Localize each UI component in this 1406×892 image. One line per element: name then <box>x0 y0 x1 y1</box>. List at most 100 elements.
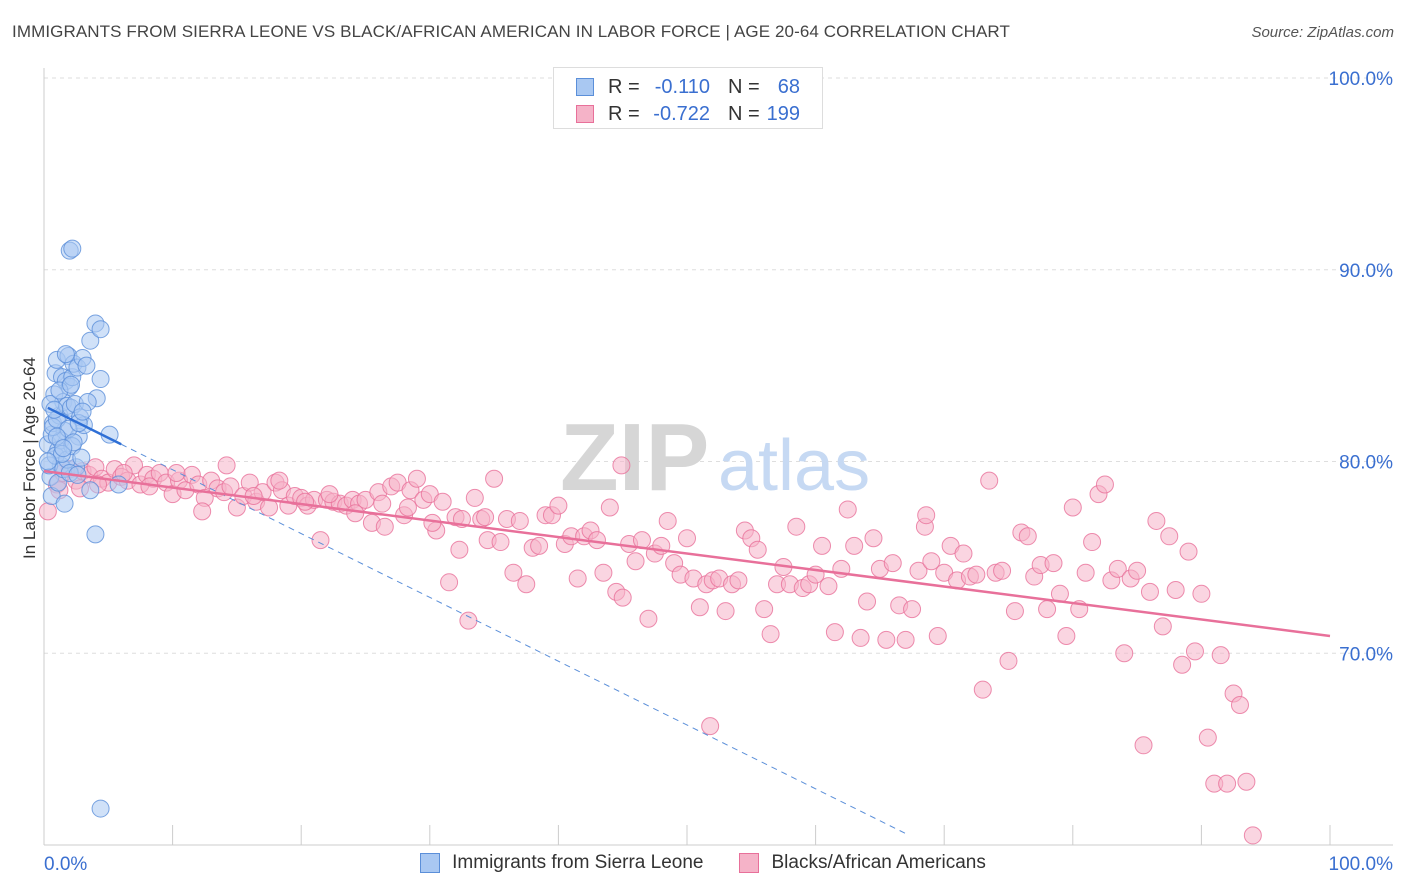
legend-n-value: 199 <box>766 102 800 125</box>
legend-label: Blacks/African Americans <box>771 852 986 873</box>
data-point-black-african-american <box>1108 559 1127 578</box>
y-tick-label: 80.0% <box>1339 453 1393 474</box>
data-point-black-african-american <box>568 569 587 588</box>
data-point-sierra-leone <box>63 239 82 258</box>
data-point-black-african-american <box>1115 644 1134 663</box>
data-point-black-african-american <box>1211 646 1230 665</box>
data-point-black-african-american <box>967 565 986 584</box>
data-point-black-african-american <box>1095 475 1114 494</box>
data-point-black-african-american <box>922 552 941 571</box>
data-point-black-african-american <box>825 623 844 642</box>
data-point-black-african-american <box>530 536 549 555</box>
data-point-black-african-american <box>909 561 928 580</box>
data-point-black-african-american <box>626 552 645 571</box>
data-point-black-african-american <box>1057 626 1076 645</box>
data-point-black-african-american <box>450 540 469 559</box>
data-point-black-african-american <box>193 502 212 521</box>
data-point-sierra-leone <box>81 331 100 350</box>
data-point-black-african-american <box>1076 563 1095 582</box>
data-point-black-african-american <box>1166 580 1185 599</box>
data-point-black-african-american <box>877 630 896 649</box>
data-point-black-african-american <box>917 506 936 525</box>
data-point-sierra-leone <box>54 439 73 458</box>
data-point-black-african-american <box>407 469 426 488</box>
x-tick-label: 0.0% <box>44 854 87 875</box>
watermark-zip: ZIP <box>560 404 709 511</box>
correlation-legend: R = -0.110 N = 68 R = -0.722 N = 199 <box>553 67 823 129</box>
data-point-sierra-leone <box>38 452 57 471</box>
data-point-black-african-american <box>1185 642 1204 661</box>
data-point-sierra-leone <box>91 799 110 818</box>
data-point-black-african-american <box>1083 533 1102 552</box>
data-point-black-african-american <box>517 575 536 594</box>
data-point-black-african-american <box>613 588 632 607</box>
data-point-black-african-american <box>851 628 870 647</box>
data-point-black-african-american <box>1063 498 1082 517</box>
data-point-black-african-american <box>1243 826 1262 845</box>
data-point-black-african-american <box>864 529 883 548</box>
legend-n-label: N = <box>728 102 760 125</box>
data-point-black-african-american <box>612 456 631 475</box>
gridlines <box>44 77 1393 654</box>
data-point-black-african-american <box>690 598 709 617</box>
data-point-black-african-american <box>1230 696 1249 715</box>
data-point-sierra-leone <box>91 370 110 389</box>
legend-item-sierra-leone[interactable]: Immigrants from Sierra Leone <box>420 852 703 874</box>
data-point-black-african-american <box>311 531 330 550</box>
data-point-black-african-american <box>973 680 992 699</box>
data-point-black-african-american <box>433 492 452 511</box>
legend-n-value: 68 <box>777 75 800 98</box>
data-point-black-african-american <box>1237 772 1256 791</box>
data-points <box>38 239 1262 845</box>
legend-row-sierra-leone: R = -0.110 N = 68 <box>576 76 800 98</box>
data-point-black-african-american <box>639 609 658 628</box>
data-point-black-african-american <box>858 592 877 611</box>
data-point-sierra-leone <box>73 402 92 421</box>
watermark-atlas: atlas <box>718 426 870 506</box>
data-point-black-african-american <box>1018 527 1037 546</box>
legend-swatch-pink <box>576 105 594 123</box>
legend-row-black-african-american: R = -0.722 N = 199 <box>576 103 800 125</box>
data-point-black-african-american <box>1044 554 1063 573</box>
tick-labels: 100.0% 90.0% 80.0% 70.0% 0.0% 100.0% <box>44 69 1393 875</box>
series-legend: Immigrants from Sierra Leone Blacks/Afri… <box>0 852 1406 874</box>
legend-n-label: N = <box>728 75 760 98</box>
x-tick-label: 100.0% <box>1329 854 1394 875</box>
data-point-black-african-american <box>883 554 902 573</box>
data-point-black-african-american <box>398 498 417 517</box>
legend-label: Immigrants from Sierra Leone <box>452 852 704 873</box>
chart-title: IMMIGRANTS FROM SIERRA LEONE VS BLACK/AF… <box>12 22 1010 41</box>
data-point-black-african-american <box>658 511 677 530</box>
data-point-black-african-american <box>485 469 504 488</box>
data-point-sierra-leone <box>56 345 75 364</box>
data-point-black-african-american <box>1179 542 1198 561</box>
data-point-black-african-american <box>1153 617 1172 636</box>
data-point-black-african-american <box>813 536 832 555</box>
data-point-black-african-american <box>167 464 186 483</box>
legend-swatch-blue <box>420 853 441 873</box>
data-point-black-african-american <box>838 500 857 519</box>
data-point-black-african-american <box>373 494 392 513</box>
data-point-black-african-american <box>1198 728 1217 747</box>
data-point-sierra-leone <box>86 525 105 544</box>
data-point-black-african-american <box>476 508 495 527</box>
legend-r-value: -0.722 <box>653 102 710 125</box>
data-point-black-african-american <box>928 626 947 645</box>
legend-swatch-blue <box>576 78 594 96</box>
data-point-black-african-american <box>600 498 619 517</box>
data-point-sierra-leone <box>77 356 96 375</box>
data-point-sierra-leone <box>55 494 74 513</box>
data-point-black-african-american <box>459 611 478 630</box>
data-point-black-african-american <box>1192 584 1211 603</box>
data-point-black-african-american <box>729 571 748 590</box>
y-tick-label: 90.0% <box>1339 261 1393 282</box>
data-point-sierra-leone <box>62 375 81 394</box>
y-tick-label: 70.0% <box>1339 644 1393 665</box>
data-point-sierra-leone <box>72 448 91 467</box>
legend-item-black-african-american[interactable]: Blacks/African Americans <box>739 852 986 874</box>
trend-line-black-african-american <box>43 469 1331 638</box>
data-point-black-african-american <box>980 471 999 490</box>
data-point-black-african-american <box>549 496 568 515</box>
data-point-black-african-american <box>701 717 720 736</box>
